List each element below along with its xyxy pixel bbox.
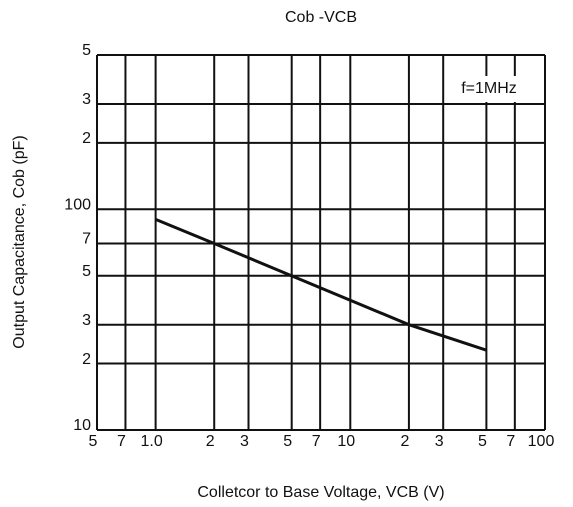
x-tick-label: 10: [337, 433, 355, 450]
y-tick-label: 2: [82, 130, 91, 147]
y-tick-label: 3: [82, 312, 91, 329]
x-tick-label: 100: [528, 433, 555, 450]
x-tick-label: 3: [435, 433, 444, 450]
data-line: [155, 217, 487, 352]
y-tick-label: 5: [82, 42, 91, 59]
x-axis-label: Colletcor to Base Voltage, VCB (V): [197, 484, 444, 501]
x-tick-label: 2: [206, 433, 215, 450]
x-tick-label: 5: [478, 433, 487, 450]
y-tick-label: 3: [82, 91, 91, 108]
annotation-box: [445, 76, 533, 102]
x-tick-label: 7: [117, 433, 126, 450]
annotation: f=1MHz: [461, 80, 517, 97]
y-tick-label: 2: [82, 351, 91, 368]
x-tick-label: 2: [400, 433, 409, 450]
x-tick-label: 7: [312, 433, 321, 450]
x-tick-label: 3: [240, 433, 249, 450]
y-tick-label: 7: [82, 231, 91, 248]
x-tick-label: 5: [283, 433, 292, 450]
y-tick-label: 5: [82, 263, 91, 280]
chart-title: Cob -VCB: [285, 9, 357, 26]
y-axis-label: Output Capacitance, Cob (pF): [11, 135, 28, 348]
y-tick-label: 10: [73, 417, 91, 434]
x-tick-label: 5: [89, 433, 98, 450]
x-tick-label: 1.0: [140, 433, 162, 450]
x-tick-label: 7: [506, 433, 515, 450]
y-tick-label: 100: [64, 196, 91, 213]
